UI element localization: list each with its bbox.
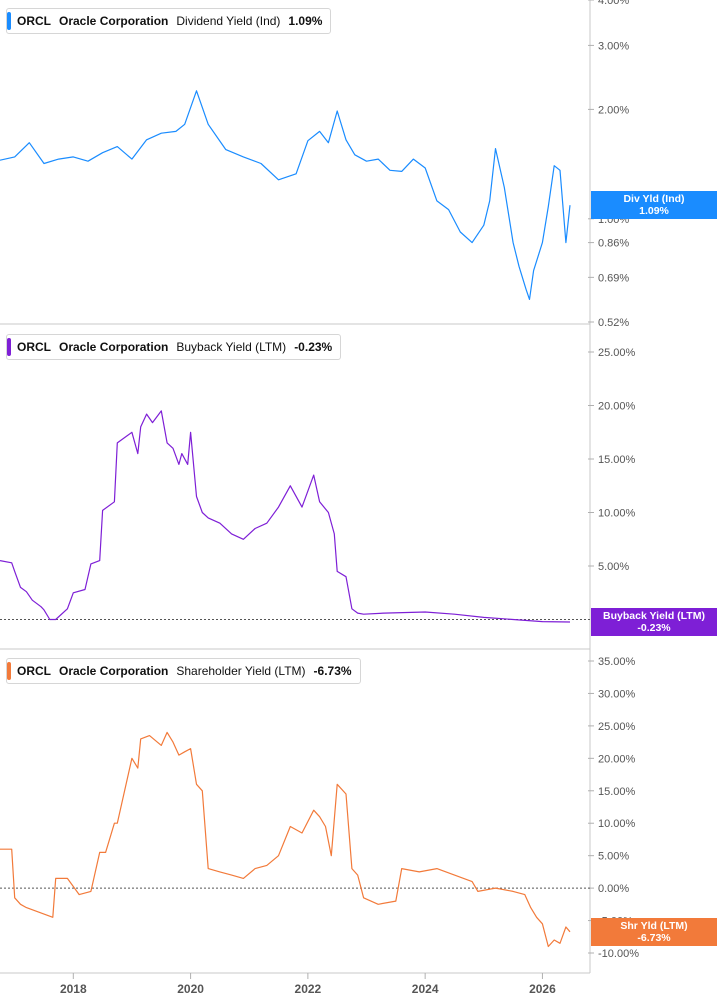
x-tick-label: 2022 xyxy=(295,982,322,996)
panel-2-legend: ORCL Oracle Corporation Buyback Yield (L… xyxy=(6,334,342,360)
legend-value: 1.09% xyxy=(288,14,323,28)
x-tick-label: 2024 xyxy=(412,982,439,996)
y-tick-label: 2.00% xyxy=(598,104,629,116)
legend-company: Oracle Corporation xyxy=(59,664,169,678)
tag-value: -0.23% xyxy=(637,621,671,634)
dividend-yield-series xyxy=(0,90,571,300)
legend-metric: Dividend Yield (Ind) xyxy=(176,14,281,28)
y-tick-label: 5.00% xyxy=(598,851,629,863)
y-tick-label: 0.52% xyxy=(598,317,629,329)
dividend-yield-value-tag: Div Yld (Ind) 1.09% xyxy=(591,191,717,220)
y-tick-label: 15.00% xyxy=(598,454,636,466)
x-tick-label: 2018 xyxy=(60,982,87,996)
tag-label: Div Yld (Ind) xyxy=(623,193,685,206)
panel-3-axis: 35.00% 30.00% 25.00% 20.00% 15.00% 10.00% 5.00… xyxy=(0,656,639,960)
x-tick-label: 2026 xyxy=(529,982,556,996)
legend-company: Oracle Corporation xyxy=(59,14,169,28)
tag-value: -6.73% xyxy=(637,931,671,944)
x-axis: 2018 2020 2022 2024 2026 xyxy=(60,973,556,996)
y-tick-label: 25.00% xyxy=(598,347,636,359)
buyback-yield-series xyxy=(0,410,571,623)
shareholder-yield-series xyxy=(0,731,571,948)
shareholder-yield-value-tag: Shr Yld (LTM) -6.73% xyxy=(591,917,717,946)
series-line xyxy=(0,410,571,623)
tag-label: Shr Yld (LTM) xyxy=(620,919,688,932)
y-tick-label: -10.00% xyxy=(598,948,639,960)
panel-1-legend: ORCL Oracle Corporation Dividend Yield (… xyxy=(6,8,332,34)
y-tick-label: 20.00% xyxy=(598,753,636,765)
y-tick-label: 25.00% xyxy=(598,721,636,733)
legend-company: Oracle Corporation xyxy=(59,340,169,354)
legend-metric: Shareholder Yield (LTM) xyxy=(176,664,306,678)
y-tick-label: 10.00% xyxy=(598,818,636,830)
y-tick-label: 4.00% xyxy=(598,0,629,7)
y-tick-label: 15.00% xyxy=(598,786,636,798)
y-tick-label: 0.86% xyxy=(598,238,629,250)
x-tick-label: 2020 xyxy=(177,982,204,996)
series-line xyxy=(0,731,571,948)
legend-ticker: ORCL xyxy=(17,664,51,678)
legend-ticker: ORCL xyxy=(17,14,51,28)
y-tick-label: 10.00% xyxy=(598,508,636,520)
tag-label: Buyback Yield (LTM) xyxy=(603,609,705,622)
y-tick-label: 20.00% xyxy=(598,401,636,413)
y-tick-label: 0.00% xyxy=(598,883,629,895)
panel-1-axis: 4.00%3.00%2.00%1.00%0.86%0.69%0.52% xyxy=(588,0,629,329)
buyback-yield-value-tag: Buyback Yield (LTM) -0.23% xyxy=(591,607,717,636)
panel-separators xyxy=(0,0,591,974)
legend-value: -6.73% xyxy=(313,664,352,678)
panel-2-legend-color xyxy=(7,338,11,356)
panel-1-legend-color xyxy=(7,12,11,30)
legend-ticker: ORCL xyxy=(17,340,51,354)
legend-value: -0.23% xyxy=(294,340,333,354)
y-tick-label: 3.00% xyxy=(598,40,629,52)
y-tick-label: 30.00% xyxy=(598,688,636,700)
legend-metric: Buyback Yield (LTM) xyxy=(176,340,287,354)
panel-3-legend: ORCL Oracle Corporation Shareholder Yiel… xyxy=(6,658,361,684)
y-tick-label: 0.69% xyxy=(598,272,629,284)
panel-2-axis: 25.00% 20.00% 15.00% 10.00% 5.00% xyxy=(0,347,636,620)
tag-value: 1.09% xyxy=(639,205,669,218)
y-tick-label: 5.00% xyxy=(598,561,629,573)
series-line xyxy=(0,90,571,300)
panel-3-legend-color xyxy=(7,662,11,680)
y-tick-label: 35.00% xyxy=(598,656,636,668)
